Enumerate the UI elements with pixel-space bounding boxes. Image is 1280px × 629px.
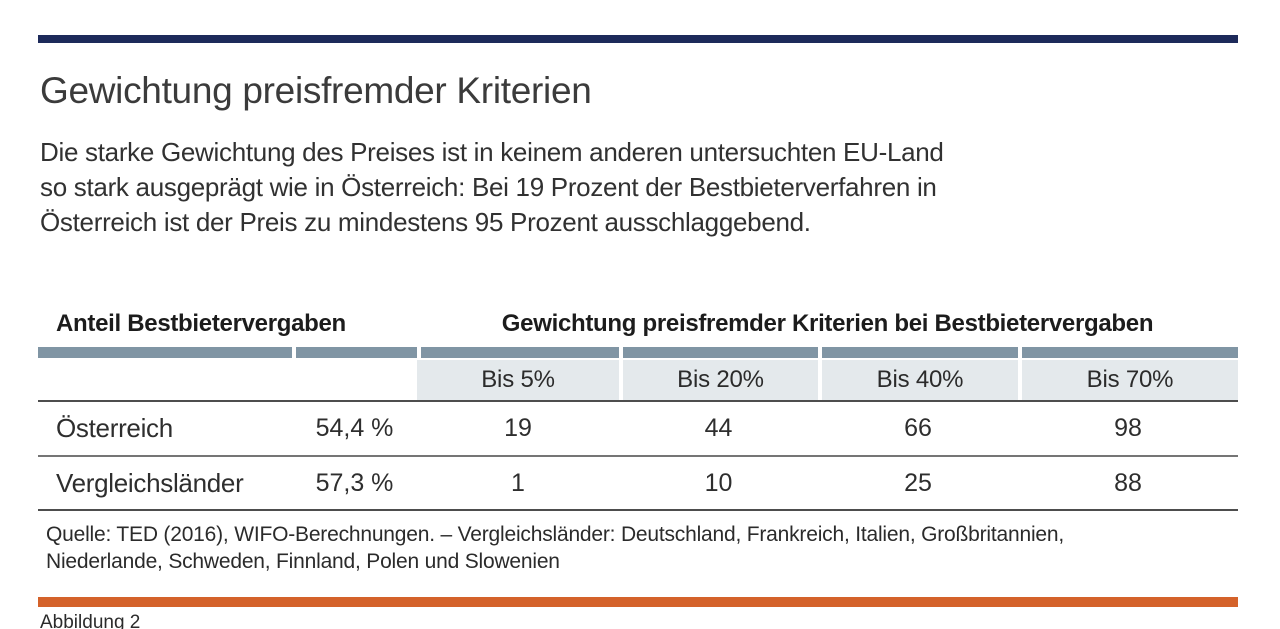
source-line-2: Niederlande, Schweden, Finnland, Polen u… xyxy=(46,550,560,573)
source-line-1: Quelle: TED (2016), WIFO-Berechnungen. –… xyxy=(46,523,1065,546)
subheader-spacer xyxy=(38,360,292,400)
header-divider-bar-segment xyxy=(818,347,1018,358)
intro-line-1: Die starke Gewichtung des Preises ist in… xyxy=(40,137,944,167)
figure-page: Gewichtung preisfremder Kriterien Die st… xyxy=(38,35,1238,629)
table-row-vergleichslaender: Vergleichsländer 57,3 % 1 10 25 88 xyxy=(38,457,1238,509)
row-value-bis-40: 66 xyxy=(904,414,932,442)
subheader-row: Bis 5% Bis 20% Bis 40% Bis 70% xyxy=(38,360,1238,400)
header-divider-bar-segment xyxy=(417,347,619,358)
row-value-bis-20: 44 xyxy=(704,414,733,442)
row-value-bis-5: 1 xyxy=(511,468,525,497)
column-group-header-right: Gewichtung preisfremder Kriterien bei Be… xyxy=(501,310,1154,337)
data-table: Anteil Bestbietervergaben Gewichtung pre… xyxy=(38,298,1238,575)
table-rule-middle xyxy=(38,455,1238,457)
figure-title: Gewichtung preisfremder Kriterien xyxy=(40,70,592,111)
row-share-value: 54,4 % xyxy=(315,414,394,442)
header-divider-bar xyxy=(38,347,1238,358)
header-divider-bar-segment xyxy=(1018,347,1238,358)
row-share-value: 57,3 % xyxy=(315,468,394,497)
subheader-bis-20: Bis 20% xyxy=(619,360,818,400)
table-rule-bottom xyxy=(38,509,1238,511)
source-note: Quelle: TED (2016), WIFO-Berechnungen. –… xyxy=(38,521,1238,575)
bottom-accent-bar xyxy=(38,597,1238,607)
subheader-bis-5: Bis 5% xyxy=(417,360,619,400)
header-divider-bar-segment xyxy=(619,347,818,358)
header-divider-bar-segment xyxy=(38,347,292,358)
row-value-bis-70: 98 xyxy=(1114,414,1142,442)
subheader-bis-70: Bis 70% xyxy=(1018,360,1238,400)
figure-caption: Abbildung 2 xyxy=(40,612,141,629)
row-value-bis-20: 10 xyxy=(704,468,733,497)
column-group-header-left: Anteil Bestbietervergaben xyxy=(56,310,346,337)
row-value-bis-40: 25 xyxy=(904,468,932,497)
row-value-bis-5: 19 xyxy=(504,414,532,442)
subheader-spacer xyxy=(292,360,417,400)
table-rule-top xyxy=(38,400,1238,402)
intro-paragraph: Die starke Gewichtung des Preises ist in… xyxy=(40,135,1238,240)
subheader-bis-40: Bis 40% xyxy=(818,360,1018,400)
header-divider-bar-segment xyxy=(292,347,417,358)
row-value-bis-70: 88 xyxy=(1114,468,1142,497)
row-label: Vergleichsländer xyxy=(56,467,244,498)
intro-line-2: so stark ausgeprägt wie in Österreich: B… xyxy=(40,172,937,202)
top-accent-bar xyxy=(38,35,1238,43)
row-label: Österreich xyxy=(56,413,173,443)
intro-line-3: Österreich ist der Preis zu mindestens 9… xyxy=(40,207,811,237)
table-header-row: Anteil Bestbietervergaben Gewichtung pre… xyxy=(38,298,1238,347)
table-row-oesterreich: Österreich 54,4 % 19 44 66 98 xyxy=(38,402,1238,455)
